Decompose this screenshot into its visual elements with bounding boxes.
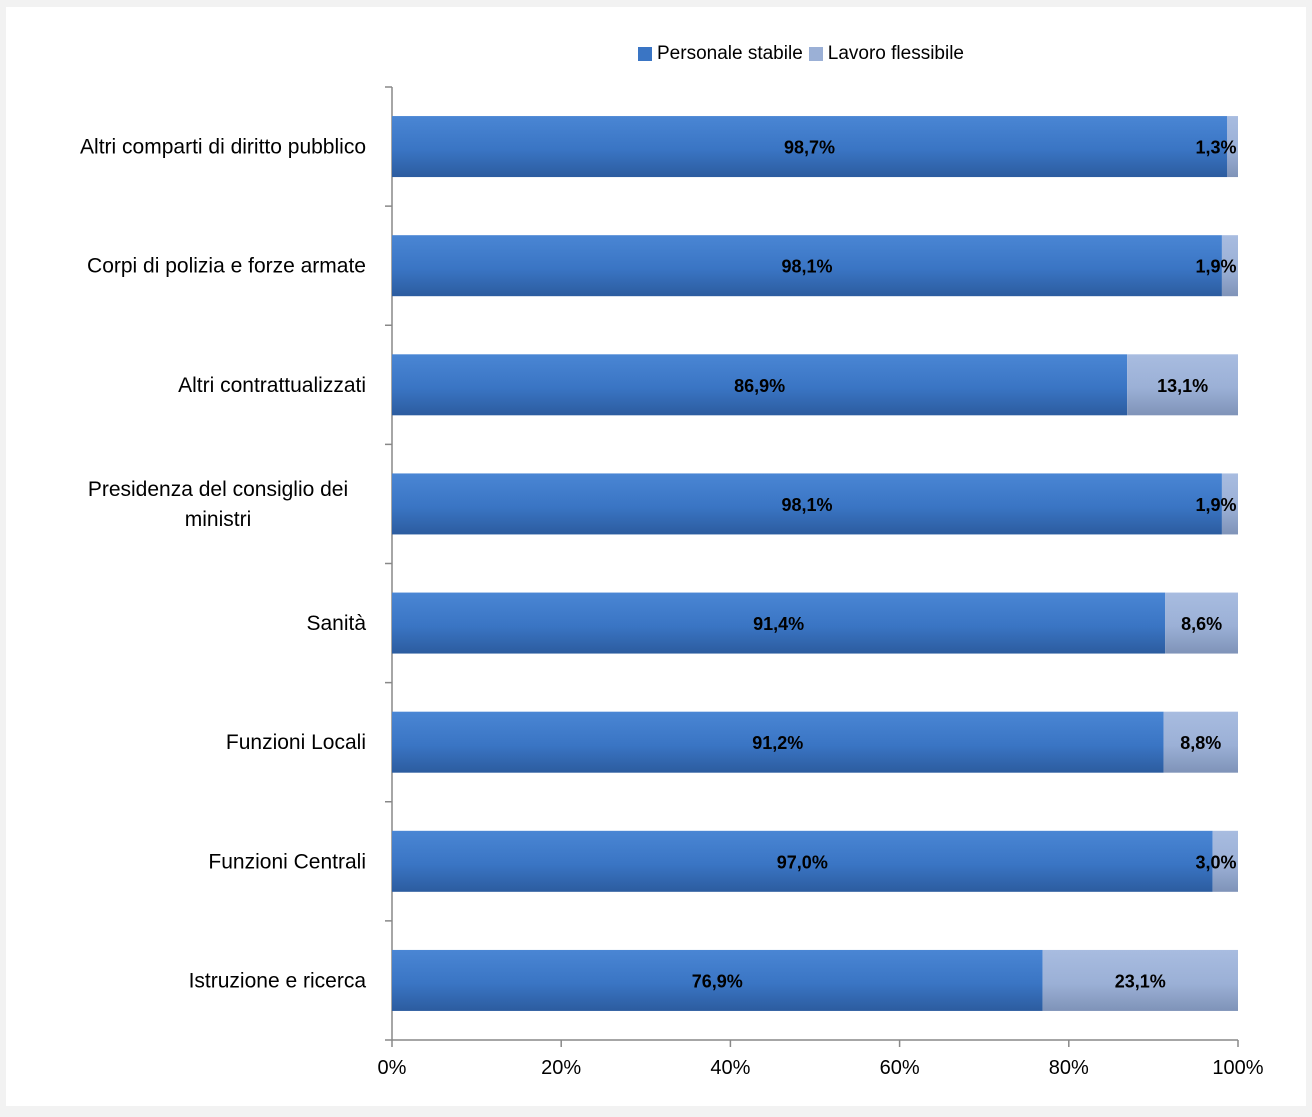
bar-personale-stabile [392,711,1164,773]
category-label: Corpi di polizia e forze armate [87,255,366,278]
data-label-flexible: 1,9% [1195,495,1236,515]
legend-swatch-flexible [808,47,823,61]
bar-personale-stabile [392,592,1166,654]
bar-personale-stabile [392,235,1222,297]
bar-lavoro-flessibile [1127,354,1238,416]
data-label-stable: 76,9% [692,971,743,991]
bar-lavoro-flessibile [1227,116,1238,178]
category-label: Funzioni Centrali [208,850,366,873]
data-label-stable: 86,9% [734,376,785,396]
category-label: Funzioni Locali [226,731,366,754]
data-label-stable: 91,2% [752,733,803,753]
legend-label-stable: Personale stabile [657,43,803,64]
bar-lavoro-flessibile [1212,830,1238,892]
axes [385,86,1239,1047]
data-label-flexible: 8,6% [1181,614,1222,634]
legend: Personale stabile Lavoro flessibile [638,43,970,65]
chart-area: Personale stabile Lavoro flessibile 0% 20… [6,7,1306,1106]
x-tick-label: 60% [880,1057,920,1079]
x-tick-label: 20% [541,1057,581,1079]
x-tick-label: 100% [1212,1057,1263,1079]
bars [392,116,1238,1011]
category-label: Presidenza del consiglio dei ministri [88,478,348,531]
legend-swatch-stable [638,47,652,61]
category-label: Altri comparti di diritto pubblico [80,136,366,159]
x-tick-label: 80% [1049,1057,1089,1079]
bar-lavoro-flessibile [1221,235,1238,297]
data-label-flexible: 23,1% [1115,971,1166,991]
category-label: Sanità [306,612,366,635]
bar-lavoro-flessibile [1165,592,1238,654]
data-label-flexible: 3,0% [1195,852,1236,872]
data-label-flexible: 1,9% [1195,257,1236,277]
data-label-flexible: 1,3% [1195,138,1236,158]
x-tick-label: 40% [710,1057,750,1079]
data-label-stable: 98,1% [781,257,832,277]
data-label-flexible: 8,8% [1180,733,1221,753]
bar-personale-stabile [392,473,1222,535]
bar-personale-stabile [392,116,1228,178]
bar-lavoro-flessibile [1042,949,1238,1011]
bar-lavoro-flessibile [1163,711,1238,773]
data-label-flexible: 13,1% [1157,376,1208,396]
data-label-stable: 98,1% [781,495,832,515]
x-tick-label: 0% [378,1057,407,1079]
category-label: Altri contrattualizzati [178,374,366,397]
bar-lavoro-flessibile [1221,473,1238,535]
legend-label-flexible: Lavoro flessibile [827,43,965,64]
data-label-stable: 91,4% [753,614,804,634]
bar-personale-stabile [392,354,1128,416]
legend-item-stable: Personale stabile [638,43,803,65]
category-label: Istruzione e ricerca [189,969,367,992]
legend-item-flexible: Lavoro flessibile [808,43,965,65]
bar-personale-stabile [392,830,1213,892]
bar-personale-stabile [392,949,1043,1011]
bar-chart: 0% 20% 40% 60% 80% 100% Altri comparti di diri… [80,86,1264,1079]
data-label-stable: 98,7% [784,138,835,158]
data-label-stable: 97,0% [777,852,828,872]
labels: 0% 20% 40% 60% 80% 100% Altri comparti di diri… [80,136,1264,1079]
